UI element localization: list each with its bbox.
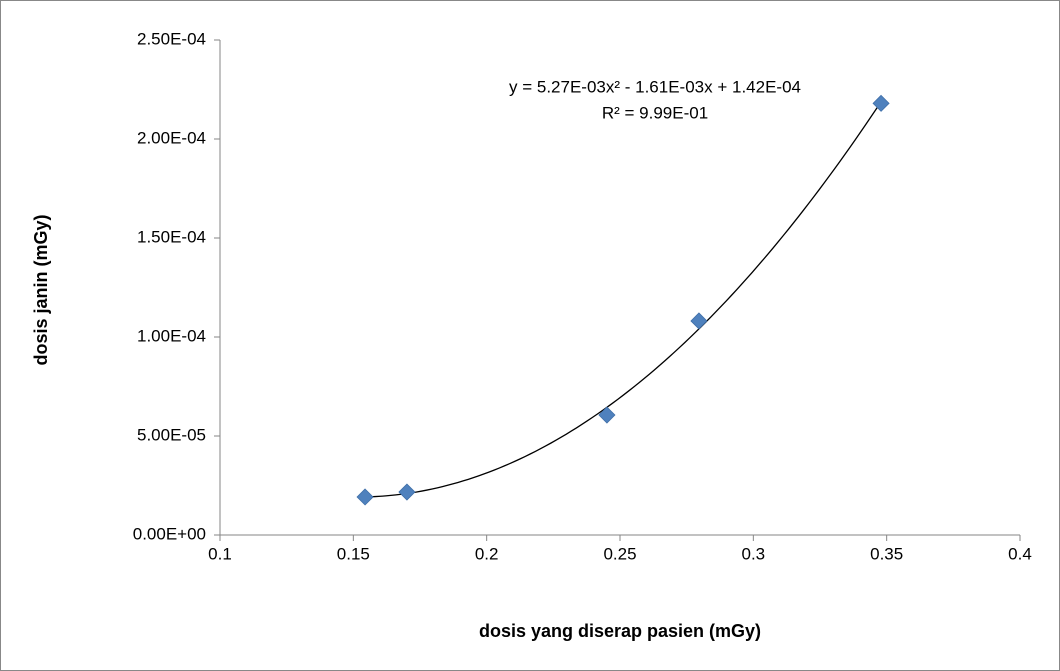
y-tick-label: 2.50E-04 <box>137 29 206 48</box>
x-tick-label: 0.1 <box>208 544 232 563</box>
x-tick-label: 0.25 <box>603 544 636 563</box>
y-tick-label: 0.00E+00 <box>133 524 206 543</box>
x-tick-label: 0.4 <box>1008 544 1032 563</box>
y-tick-label: 2.00E-04 <box>137 128 206 147</box>
trendline <box>365 101 882 498</box>
x-tick-label: 0.35 <box>870 544 903 563</box>
point <box>356 488 374 506</box>
x-axis-title: dosis yang diserap pasien (mGy) <box>479 621 761 641</box>
y-axis-title: dosis janin (mGy) <box>31 214 51 365</box>
point <box>398 483 416 501</box>
trendline-r-squared: R² = 9.99E-01 <box>602 103 708 122</box>
x-tick-label: 0.2 <box>475 544 499 563</box>
point <box>598 406 616 424</box>
point <box>690 312 708 330</box>
trendline-equation: y = 5.27E-03x² - 1.61E-03x + 1.42E-04 <box>509 77 801 96</box>
y-tick-label: 1.50E-04 <box>137 227 206 246</box>
point <box>872 94 890 112</box>
x-tick-label: 0.3 <box>742 544 766 563</box>
y-tick-label: 1.00E-04 <box>137 326 206 345</box>
x-tick-label: 0.15 <box>337 544 370 563</box>
y-tick-label: 5.00E-05 <box>137 425 206 444</box>
